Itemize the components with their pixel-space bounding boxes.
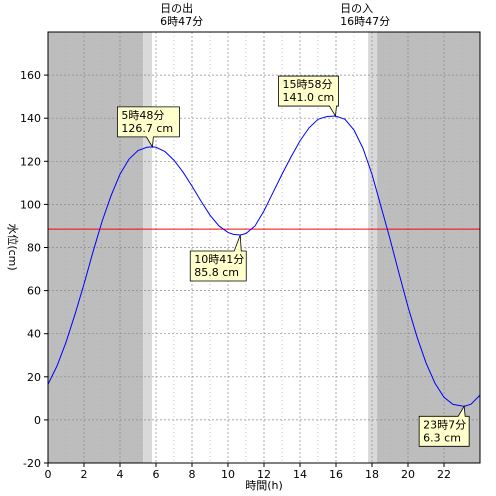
x-tick-label: 22 [437, 468, 451, 481]
callout-label: 5時48分 [121, 109, 164, 122]
x-tick-label: 4 [117, 468, 124, 481]
sunrise-label: 日の出 [160, 1, 193, 15]
x-tick-label: 6 [153, 468, 160, 481]
x-tick-label: 16 [329, 468, 343, 481]
callout-shape [117, 106, 180, 149]
y-tick-label: 160 [20, 69, 41, 82]
y-tick-label: 60 [27, 285, 41, 298]
callout-label: 10時41分 [194, 253, 244, 266]
y-tick-label: 20 [27, 371, 41, 384]
y-tick-label: 80 [27, 242, 41, 255]
x-tick-label: 10 [221, 468, 235, 481]
y-tick-label: 0 [34, 414, 41, 427]
callout-shape [189, 234, 247, 282]
tide-level-line [47, 115, 481, 407]
x-tick-label: 14 [293, 468, 307, 481]
callout-shape [418, 405, 470, 447]
sunset-label: 16時47分 [340, 15, 390, 28]
callout-label: 23時7分 [423, 418, 466, 431]
x-tick-label: 8 [189, 468, 196, 481]
y-tick-label: 100 [20, 198, 41, 211]
y-tick-label: 40 [27, 328, 41, 341]
y-tick-label: 120 [20, 155, 41, 168]
night-band-morning [48, 32, 144, 463]
x-tick-label: 20 [401, 468, 415, 481]
twilight-band-morning [143, 32, 153, 463]
sunrise-label: 6時47分 [160, 15, 203, 28]
callout-label: 6.3 cm [423, 431, 461, 444]
callout-shape [278, 75, 339, 118]
x-tick-label: 2 [81, 468, 88, 481]
y-axis-label: 水位(cm) [6, 223, 20, 270]
y-tick-label: 140 [20, 112, 41, 125]
x-tick-label: 12 [257, 468, 271, 481]
x-tick-label: 0 [45, 468, 52, 481]
y-tick-label: -20 [23, 457, 41, 470]
callout-label: 15時58分 [282, 78, 332, 91]
x-axis-label: 時間(h) [245, 479, 283, 492]
callout-label: 126.7 cm [121, 122, 173, 135]
sunset-label: 日の入 [340, 2, 373, 15]
callout-label: 85.8 cm [194, 266, 239, 279]
x-tick-label: 18 [365, 468, 379, 481]
callout-label: 141.0 cm [282, 91, 334, 104]
